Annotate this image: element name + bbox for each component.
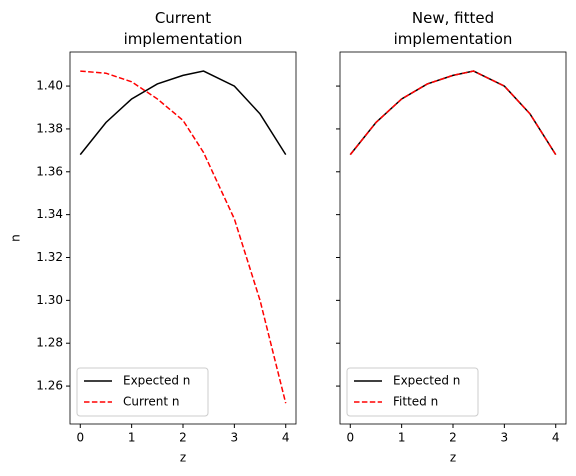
y-tick-label: 1.40 (36, 79, 63, 93)
x-tick-label: 0 (346, 431, 354, 445)
axes-frame (339, 51, 567, 425)
x-tick-label: 3 (501, 431, 509, 445)
x-tick-label: 4 (282, 431, 290, 445)
axes-frame (69, 51, 297, 425)
legend-box (76, 367, 209, 417)
x-tick-label: 3 (231, 431, 239, 445)
x-tick-label: 1 (128, 431, 136, 445)
y-tick-label: 1.38 (36, 121, 63, 135)
chart-title: Current implementation (123, 9, 243, 48)
x-tick-label: 2 (179, 431, 187, 445)
y-tick-label: 1.30 (36, 293, 63, 307)
line-series (79, 70, 287, 156)
legend-label: Current n (123, 395, 180, 409)
x-axis-label: z (450, 451, 456, 465)
line-series (349, 70, 557, 156)
chart-title: New, fitted implementation (393, 9, 513, 48)
line-series (349, 70, 557, 156)
legend-box (346, 367, 479, 417)
y-tick-label: 1.36 (36, 164, 63, 178)
y-tick-label: 1.34 (36, 207, 63, 221)
x-tick-label: 0 (76, 431, 84, 445)
x-tick-label: 1 (398, 431, 406, 445)
legend-label: Expected n (123, 374, 190, 388)
x-tick-label: 2 (449, 431, 457, 445)
x-axis-label: z (180, 451, 186, 465)
line-series (80, 70, 287, 404)
y-axis-label: n (9, 234, 23, 242)
legend-label: Fitted n (393, 395, 438, 409)
legend-label: Expected n (393, 374, 460, 388)
y-tick-label: 1.28 (36, 336, 63, 350)
y-tick-label: 1.32 (36, 250, 63, 264)
y-tick-label: 1.26 (36, 379, 63, 393)
x-tick-label: 4 (552, 431, 560, 445)
